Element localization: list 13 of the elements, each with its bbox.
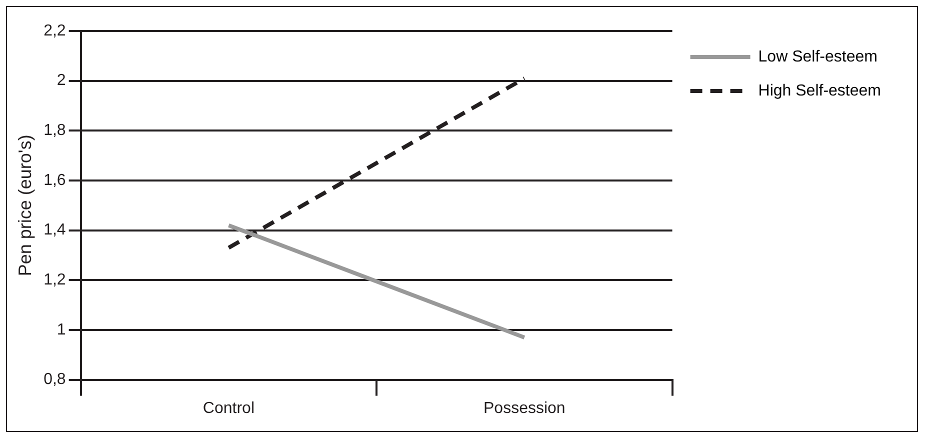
y-axis-title: Pen price (euro's) xyxy=(14,134,35,276)
x-tick-label: Possession xyxy=(484,400,566,417)
y-tick-label: 1,6 xyxy=(44,172,66,189)
y-tick-label: 1,4 xyxy=(44,222,66,239)
legend-label: Low Self-esteem xyxy=(758,48,878,66)
x-tick-label: Control xyxy=(202,400,254,417)
y-tick-label: 1,8 xyxy=(44,122,66,140)
y-tick-label: 1,2 xyxy=(44,272,66,289)
legend-label: High Self-esteem xyxy=(758,82,881,100)
y-tick-label: 1 xyxy=(56,321,66,338)
y-tick-label: 2,2 xyxy=(44,22,66,40)
y-tick-label: 0,8 xyxy=(44,371,66,388)
y-tick-label: 2 xyxy=(56,72,66,90)
